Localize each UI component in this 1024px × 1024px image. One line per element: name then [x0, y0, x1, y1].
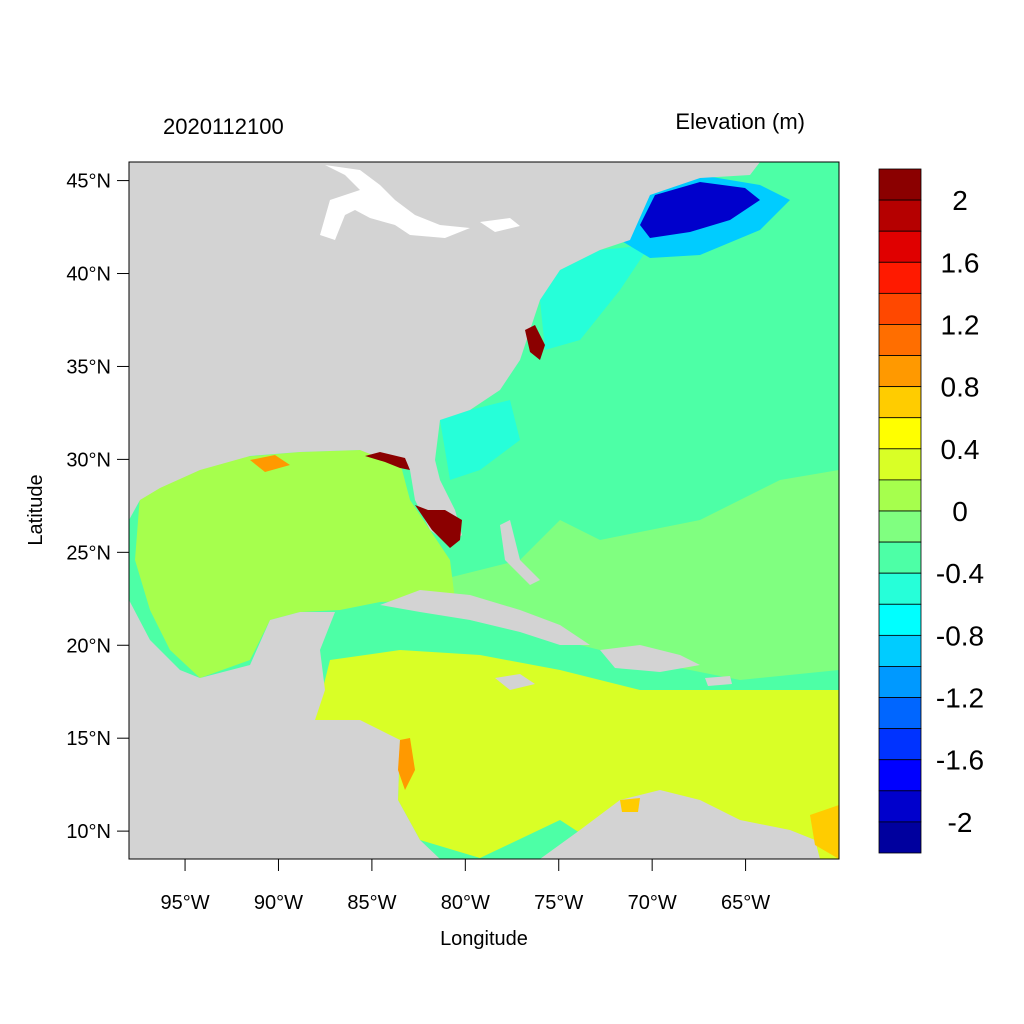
colorbar-bin [878, 230, 922, 263]
colorbar-bin [878, 292, 922, 325]
y-tick-label: 40°N [66, 264, 111, 286]
colorbar-label: 0 [952, 496, 968, 527]
mid-atlantic-coastal-low [540, 245, 650, 350]
date-title: 2020112100 [163, 114, 284, 139]
colorbar-bin [878, 634, 922, 667]
colorbar-label: 0.4 [941, 434, 980, 465]
x-tick-label: 75°W [534, 892, 583, 914]
colorbar-bin [878, 417, 922, 450]
x-tick-label: 80°W [441, 892, 490, 914]
mexico-central-america-land [129, 600, 440, 859]
florida-gulf-coast-surge [365, 452, 410, 470]
great-lakes [320, 165, 470, 240]
colorbar-bin [878, 572, 922, 605]
jamaica-land [495, 674, 535, 690]
colorbar-label: -2 [948, 807, 973, 838]
y-tick-label: 15°N [66, 728, 111, 750]
colorbar-label: -1.6 [936, 745, 984, 776]
colorbar-label: 2 [952, 185, 968, 216]
colorbar-bin [878, 510, 922, 543]
honduras-coast-anomaly [398, 738, 415, 790]
y-tick-label: 10°N [66, 821, 111, 843]
variable-title: Elevation (m) [675, 109, 805, 134]
colorbar-bin [878, 697, 922, 730]
colorbar-bin [878, 261, 922, 294]
gulf-of-maine-deep [640, 182, 760, 238]
colorbar-bin [878, 386, 922, 419]
colorbar-bin [878, 199, 922, 232]
colorbar-bin [878, 728, 922, 761]
chesapeake-surge [525, 325, 545, 360]
lake-ontario [480, 218, 520, 232]
colorbar-bin [878, 168, 922, 201]
x-tick-label: 70°W [628, 892, 677, 914]
colorbar-bin [878, 790, 922, 823]
x-axis-label: Longitude [440, 928, 528, 950]
gulf-of-mexico-water [135, 450, 455, 678]
y-axis-label: Latitude [25, 474, 47, 545]
north-america-land [129, 162, 760, 545]
colorbar-label: 1.6 [941, 247, 980, 278]
colorbar-bin [878, 759, 922, 792]
colorbar-bin [878, 666, 922, 698]
colorbar-bin [878, 541, 922, 574]
southeast-coastal-low [440, 400, 520, 480]
x-tick-label: 85°W [347, 892, 396, 914]
y-tick-label: 20°N [66, 635, 111, 657]
colorbar-bin [878, 821, 922, 854]
plot-border [128, 161, 840, 860]
colorbar-bin [878, 479, 922, 512]
colorbar-bin [878, 324, 922, 356]
south-america-land [540, 790, 820, 859]
y-tick-label: 25°N [66, 542, 111, 564]
hispaniola-land [600, 645, 700, 672]
y-tick-label: 45°N [66, 171, 111, 193]
colorbar-bin [878, 355, 922, 388]
colorbar-label: -0.8 [936, 620, 984, 651]
colorbar-label: -1.2 [936, 683, 984, 714]
x-axis: 95°W 90°W 85°W 80°W 75°W 70°W 65°W [160, 859, 770, 914]
y-axis: 45°N 40°N 35°N 30°N 25°N 20°N 15°N 10°N [66, 171, 129, 843]
x-tick-label: 65°W [721, 892, 770, 914]
colorbar-bin [878, 603, 922, 636]
puerto-rico-land [705, 676, 732, 686]
y-tick-label: 30°N [66, 449, 111, 471]
colorbar-bin [878, 448, 922, 481]
y-tick-label: 35°N [66, 356, 111, 378]
louisiana-coast-surge [250, 455, 290, 472]
venezuela-coast-anomaly [620, 798, 640, 812]
florida-surge [415, 505, 462, 548]
colorbar-label: -0.4 [936, 558, 984, 589]
map-plot-area [129, 162, 839, 859]
cuba-land [380, 590, 590, 645]
colorbar-label: 1.2 [941, 309, 980, 340]
trinidad-coast-anomaly [810, 805, 839, 859]
colorbar: 2 1.6 1.2 0.8 0.4 0 -0.4 -0.8 -1.2 -1.6 -2 [878, 168, 984, 854]
x-tick-label: 95°W [160, 892, 209, 914]
x-tick-label: 90°W [254, 892, 303, 914]
colorbar-label: 0.8 [941, 372, 980, 403]
bahamas-islands [500, 520, 540, 585]
